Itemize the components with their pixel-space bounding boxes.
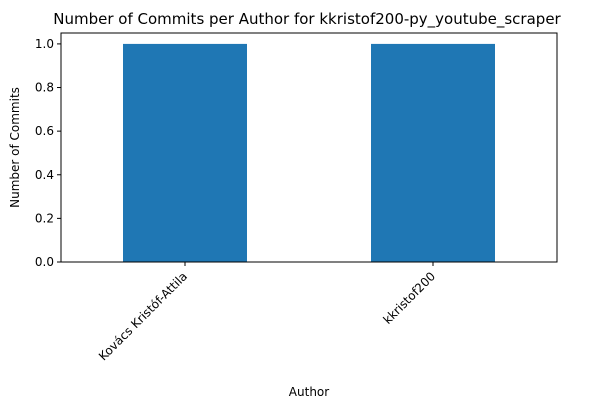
x-axis-label: Author	[289, 385, 329, 399]
y-tick-label: 1.0	[35, 37, 54, 51]
y-tick-label: 0.6	[35, 124, 54, 138]
y-tick-label: 0.2	[35, 211, 54, 225]
y-axis-label: Number of Commits	[8, 87, 22, 208]
x-axis: Kovács Kristóf-Attila kkristof200	[96, 262, 438, 363]
y-tick-label: 0.4	[35, 168, 54, 182]
bar-0	[123, 43, 247, 263]
x-tick-label: Kovács Kristóf-Attila	[96, 269, 190, 363]
y-tick-label: 0.8	[35, 81, 54, 95]
x-tick-label: kkristof200	[380, 269, 438, 327]
plot-frame	[60, 32, 558, 263]
bar-1	[371, 43, 495, 263]
chart-title: Number of Commits per Author for kkristo…	[53, 10, 561, 29]
y-tick-label: 0.0	[35, 255, 54, 269]
y-axis: 0.0 0.2 0.4 0.6 0.8 1.0	[35, 37, 61, 269]
bars-group	[123, 43, 495, 263]
